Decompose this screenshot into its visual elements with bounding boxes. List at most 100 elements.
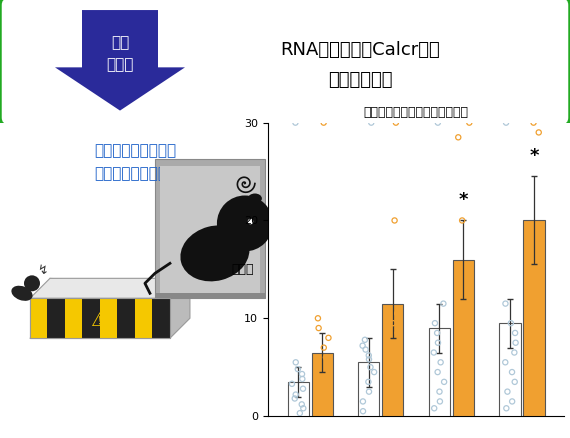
Polygon shape — [47, 298, 65, 338]
Bar — [155, 159, 265, 298]
Point — [526, 310, 535, 317]
Point — [511, 339, 520, 346]
Text: 仔の救出が悪くなる: 仔の救出が悪くなる — [94, 166, 176, 181]
Point — [385, 339, 394, 346]
Point — [317, 393, 326, 400]
Polygon shape — [83, 298, 100, 338]
Point — [465, 393, 474, 400]
Point — [502, 405, 511, 412]
Point — [500, 359, 510, 366]
Ellipse shape — [180, 226, 250, 281]
Text: レベル: レベル — [107, 57, 134, 72]
Point — [433, 339, 442, 346]
Point — [435, 388, 444, 395]
Bar — [499, 323, 520, 416]
Point — [535, 393, 544, 400]
Polygon shape — [152, 298, 170, 338]
Point — [502, 119, 511, 126]
Point — [290, 395, 299, 402]
Point — [314, 325, 323, 332]
Point — [510, 349, 519, 356]
Point — [364, 356, 373, 363]
Point — [528, 329, 537, 336]
Bar — [288, 382, 309, 416]
FancyBboxPatch shape — [0, 0, 570, 126]
Polygon shape — [100, 298, 117, 338]
Point — [359, 398, 368, 405]
Bar — [358, 362, 380, 416]
Point — [393, 329, 402, 336]
Point — [433, 119, 442, 126]
Polygon shape — [30, 278, 190, 298]
Polygon shape — [55, 10, 185, 110]
Point — [364, 388, 373, 395]
Title: 仔運び、仔集めにかかった時間: 仔運び、仔集めにかかった時間 — [364, 106, 469, 119]
Point — [430, 405, 439, 412]
Polygon shape — [30, 298, 47, 338]
Point — [388, 320, 397, 327]
Polygon shape — [135, 298, 152, 338]
Point — [507, 368, 516, 375]
Text: 高リスク環境下での: 高リスク環境下での — [94, 144, 176, 159]
Point — [390, 217, 399, 224]
Point — [361, 346, 370, 353]
Point — [359, 408, 368, 415]
Point — [461, 339, 470, 346]
Point — [295, 410, 304, 417]
Point — [324, 364, 333, 371]
Point — [360, 336, 369, 343]
Point — [386, 383, 396, 390]
Point — [523, 300, 532, 307]
Point — [367, 119, 376, 126]
Point — [460, 378, 469, 385]
Point — [458, 320, 467, 327]
Point — [384, 393, 393, 400]
Circle shape — [24, 276, 40, 291]
Polygon shape — [170, 278, 190, 338]
Point — [315, 403, 324, 410]
Point — [529, 119, 538, 126]
Point — [511, 329, 520, 336]
Point — [382, 368, 391, 375]
Point — [458, 217, 467, 224]
Polygon shape — [117, 298, 135, 338]
Polygon shape — [65, 298, 83, 338]
Point — [526, 374, 535, 381]
Bar — [429, 328, 450, 416]
Point — [291, 391, 300, 398]
Point — [506, 320, 515, 327]
Bar — [312, 353, 333, 416]
Point — [501, 300, 510, 307]
Point — [430, 320, 439, 327]
Point — [324, 334, 333, 341]
Point — [392, 119, 401, 126]
Point — [460, 364, 469, 371]
Circle shape — [217, 195, 273, 251]
Point — [510, 378, 519, 385]
Point — [534, 129, 543, 136]
Bar — [382, 304, 404, 416]
Point — [297, 401, 306, 408]
Point — [455, 310, 465, 317]
Point — [314, 315, 323, 322]
Point — [531, 354, 540, 361]
Point — [319, 374, 328, 381]
Point — [317, 383, 327, 390]
Point — [433, 329, 442, 336]
Bar — [523, 220, 544, 416]
Point — [435, 398, 445, 405]
Point — [319, 119, 328, 126]
Point — [291, 359, 300, 366]
Point — [465, 119, 474, 126]
Point — [384, 349, 393, 356]
Point — [369, 368, 378, 375]
Point — [507, 398, 516, 405]
Point — [366, 364, 375, 371]
Point — [364, 352, 373, 359]
Point — [454, 134, 463, 141]
Point — [298, 371, 307, 378]
Polygon shape — [30, 298, 170, 338]
Text: *: * — [459, 191, 468, 209]
Text: *: * — [529, 147, 539, 165]
Point — [429, 349, 438, 356]
